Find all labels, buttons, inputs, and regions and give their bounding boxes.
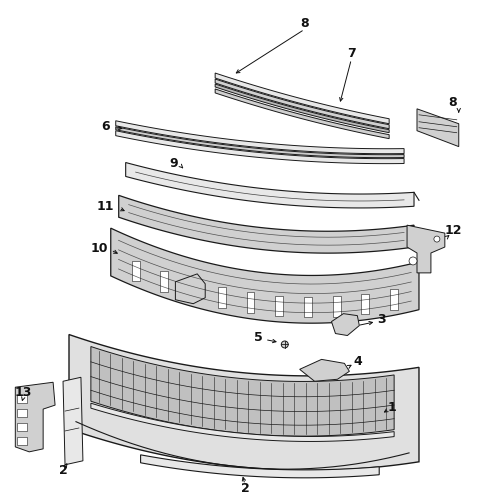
Circle shape bbox=[408, 257, 416, 265]
Circle shape bbox=[433, 236, 439, 242]
Text: 5: 5 bbox=[253, 331, 262, 344]
PathPatch shape bbox=[69, 335, 418, 470]
Polygon shape bbox=[406, 225, 444, 273]
Circle shape bbox=[281, 341, 287, 348]
Text: 7: 7 bbox=[346, 47, 355, 59]
PathPatch shape bbox=[119, 196, 413, 253]
Polygon shape bbox=[299, 359, 348, 381]
FancyBboxPatch shape bbox=[332, 296, 340, 317]
Polygon shape bbox=[331, 313, 359, 336]
Text: 10: 10 bbox=[90, 241, 107, 255]
Text: 3: 3 bbox=[376, 313, 385, 326]
Bar bbox=[17, 423, 27, 431]
Bar bbox=[17, 409, 27, 417]
PathPatch shape bbox=[215, 84, 388, 133]
FancyBboxPatch shape bbox=[217, 287, 225, 308]
PathPatch shape bbox=[116, 131, 403, 164]
Text: 2: 2 bbox=[240, 482, 249, 495]
PathPatch shape bbox=[125, 162, 413, 208]
Polygon shape bbox=[416, 109, 458, 147]
PathPatch shape bbox=[215, 79, 388, 129]
Text: 1: 1 bbox=[387, 401, 396, 414]
Bar bbox=[17, 437, 27, 445]
Text: 12: 12 bbox=[444, 224, 462, 236]
Text: 8: 8 bbox=[448, 96, 456, 109]
PathPatch shape bbox=[91, 347, 393, 436]
FancyBboxPatch shape bbox=[275, 296, 283, 316]
Polygon shape bbox=[63, 377, 83, 465]
Text: 4: 4 bbox=[352, 355, 361, 368]
Bar bbox=[17, 395, 27, 403]
FancyBboxPatch shape bbox=[189, 280, 197, 301]
Text: 6: 6 bbox=[101, 120, 110, 133]
PathPatch shape bbox=[215, 89, 388, 139]
Text: 8: 8 bbox=[300, 17, 308, 30]
FancyBboxPatch shape bbox=[160, 271, 168, 292]
PathPatch shape bbox=[116, 127, 403, 158]
PathPatch shape bbox=[140, 455, 378, 478]
Text: 11: 11 bbox=[97, 200, 114, 213]
Text: 13: 13 bbox=[15, 386, 32, 399]
FancyBboxPatch shape bbox=[131, 261, 139, 281]
FancyBboxPatch shape bbox=[246, 292, 254, 313]
PathPatch shape bbox=[116, 121, 403, 154]
Text: 2: 2 bbox=[59, 464, 67, 477]
PathPatch shape bbox=[110, 228, 418, 323]
FancyBboxPatch shape bbox=[361, 294, 369, 314]
Polygon shape bbox=[15, 382, 55, 452]
PathPatch shape bbox=[91, 403, 393, 442]
FancyBboxPatch shape bbox=[303, 297, 311, 318]
Text: 9: 9 bbox=[169, 157, 177, 170]
FancyBboxPatch shape bbox=[389, 289, 397, 310]
Polygon shape bbox=[175, 274, 205, 304]
PathPatch shape bbox=[215, 73, 388, 124]
